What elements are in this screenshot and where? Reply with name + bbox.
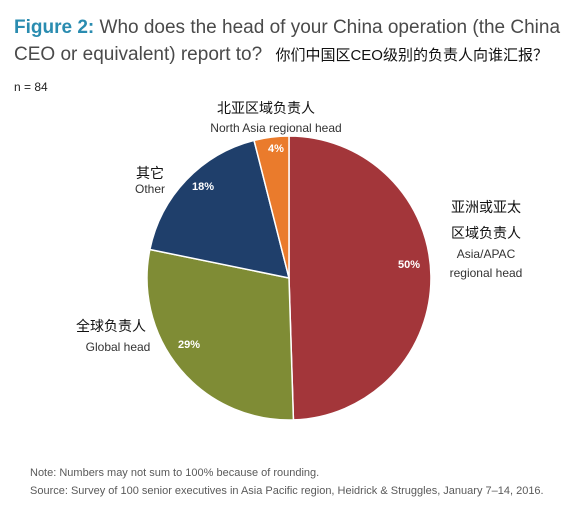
question-chinese: 你们中国区CEO级别的负责人向谁汇报？ [275, 47, 548, 64]
slice-label-other-zh: 其它 [136, 165, 164, 181]
pie-slice-asia-apac [288, 135, 432, 421]
source-note: Source: Survey of 100 senior executives … [30, 485, 544, 497]
slice-label-asia-zh-1: 亚洲或亚太 [451, 199, 521, 215]
slice-label-asia-zh-2: 区域负责人 [451, 225, 521, 241]
slice-label-other-en: Other [135, 182, 165, 196]
pie-slice-other [149, 139, 291, 279]
slice-label-global-zh: 全球负责人 [76, 318, 146, 334]
question-english: Who does the head of your China operatio… [14, 17, 561, 65]
value-label-northasia: 4% [268, 143, 284, 155]
slice-label-asia-en-2: regional head [450, 266, 523, 280]
slice-label-asia-en-1: Asia/APAC [457, 247, 516, 261]
slice-label-global-en: Global head [86, 340, 151, 354]
chart-title: Figure 2: Who does the head of your Chin… [14, 14, 570, 69]
sample-size: n = 84 [14, 80, 48, 94]
slice-label-northasia-en: North Asia regional head [210, 121, 341, 135]
pie-slice-global [146, 248, 295, 421]
pie-slice-north-asia [253, 135, 290, 279]
slice-label-northasia-zh: 北亚区域负责人 [217, 100, 315, 116]
value-label-global: 29% [178, 339, 200, 351]
rounding-note: Note: Numbers may not sum to 100% becaus… [30, 467, 320, 479]
figure-label: Figure 2: [14, 17, 95, 38]
value-label-asia: 50% [398, 259, 420, 271]
footnotes: Note: Numbers may not sum to 100% becaus… [30, 464, 544, 500]
value-label-other: 18% [192, 181, 214, 193]
